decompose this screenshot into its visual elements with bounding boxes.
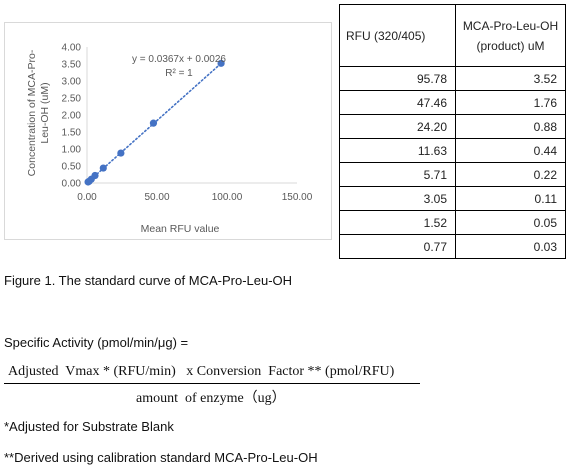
footnote-substrate-blank: *Adjusted for Substrate Blank bbox=[4, 419, 174, 434]
table-row: 3.05 0.11 bbox=[339, 186, 566, 211]
table-cell-conc: 0.22 bbox=[455, 162, 566, 187]
chart-svg: 0.00 0.50 1.00 1.50 2.00 2.50 3.00 3.50 4.00 0.00… bbox=[26, 43, 313, 236]
table-cell-conc: 0.88 bbox=[455, 114, 566, 139]
table-cell-rfu: 47.46 bbox=[339, 90, 456, 115]
table-cell-rfu: 3.05 bbox=[339, 186, 456, 211]
table-cell-rfu: 1.52 bbox=[339, 210, 456, 235]
table-header-row: RFU (320/405) MCA-Pro-Leu-OH (product) u… bbox=[339, 4, 566, 67]
data-point bbox=[84, 178, 92, 186]
footnote-calibration: **Derived using calibration standard MCA… bbox=[4, 450, 318, 465]
formula-denominator: amount of enzyme（ug） bbox=[136, 391, 286, 406]
standard-data-table: RFU (320/405) MCA-Pro-Leu-OH (product) u… bbox=[339, 4, 566, 259]
x-axis-title: Mean RFU value bbox=[141, 223, 220, 235]
y-tick-label: 3.00 bbox=[62, 77, 82, 88]
r-squared-label: R² = 1 bbox=[165, 68, 193, 79]
x-tick-label: 0.00 bbox=[77, 192, 97, 203]
x-tick-label: 150.00 bbox=[282, 192, 313, 203]
table-cell-conc: 0.44 bbox=[455, 138, 566, 163]
table-row: 0.77 0.03 bbox=[339, 234, 566, 259]
table-cell-rfu: 95.78 bbox=[339, 66, 456, 91]
table-cell-conc: 3.52 bbox=[455, 66, 566, 91]
table-cell-conc: 0.11 bbox=[455, 186, 566, 211]
y-axis-title-line: Concentration of MCA-Pro- bbox=[26, 49, 38, 176]
y-tick-label: 4.00 bbox=[62, 43, 82, 54]
table-row: 47.46 1.76 bbox=[339, 90, 566, 115]
y-tick-label: 2.50 bbox=[62, 94, 82, 105]
data-point bbox=[99, 164, 107, 172]
trendline-equation: y = 0.0367x + 0.0026 bbox=[132, 54, 226, 65]
table-cell-rfu: 5.71 bbox=[339, 162, 456, 187]
table-cell-rfu: 11.63 bbox=[339, 138, 456, 163]
formula-numerator: Adjusted Vmax * (RFU/min) x Conversion F… bbox=[8, 364, 395, 379]
y-tick-label: 3.50 bbox=[62, 60, 82, 71]
fraction-bar bbox=[4, 383, 420, 384]
table-row: 95.78 3.52 bbox=[339, 66, 566, 91]
table-cell-conc: 0.03 bbox=[455, 234, 566, 259]
table-header-concentration: MCA-Pro-Leu-OH (product) uM bbox=[455, 4, 566, 67]
table-cell-conc: 1.76 bbox=[455, 90, 566, 115]
table-row: 11.63 0.44 bbox=[339, 138, 566, 163]
y-axis-title-line: Leu-OH (uM) bbox=[39, 82, 51, 143]
figure-caption: Figure 1. The standard curve of MCA-Pro-… bbox=[4, 273, 293, 288]
y-tick-label: 0.50 bbox=[62, 162, 82, 173]
x-tick-label: 100.00 bbox=[212, 192, 243, 203]
x-tick-label: 50.00 bbox=[144, 192, 169, 203]
table-header-rfu: RFU (320/405) bbox=[339, 4, 456, 67]
table-cell-conc: 0.05 bbox=[455, 210, 566, 235]
standard-curve-chart: 0.00 0.50 1.00 1.50 2.00 2.50 3.00 3.50 4.00 0.00… bbox=[4, 22, 332, 240]
table-cell-rfu: 0.77 bbox=[339, 234, 456, 259]
y-tick-label: 2.00 bbox=[62, 111, 82, 122]
specific-activity-title: Specific Activity (pmol/min/μg) = bbox=[4, 335, 189, 350]
y-tick-label: 1.50 bbox=[62, 128, 82, 139]
data-point bbox=[217, 59, 225, 67]
table-row: 24.20 0.88 bbox=[339, 114, 566, 139]
table-cell-rfu: 24.20 bbox=[339, 114, 456, 139]
data-point bbox=[117, 149, 125, 157]
y-tick-label: 0.00 bbox=[62, 179, 82, 190]
table-row: 1.52 0.05 bbox=[339, 210, 566, 235]
table-row: 5.71 0.22 bbox=[339, 162, 566, 187]
y-tick-label: 1.00 bbox=[62, 145, 82, 156]
data-point bbox=[149, 119, 158, 127]
y-axis-title: Concentration of MCA-Pro-Leu-OH (uM) bbox=[26, 49, 51, 176]
